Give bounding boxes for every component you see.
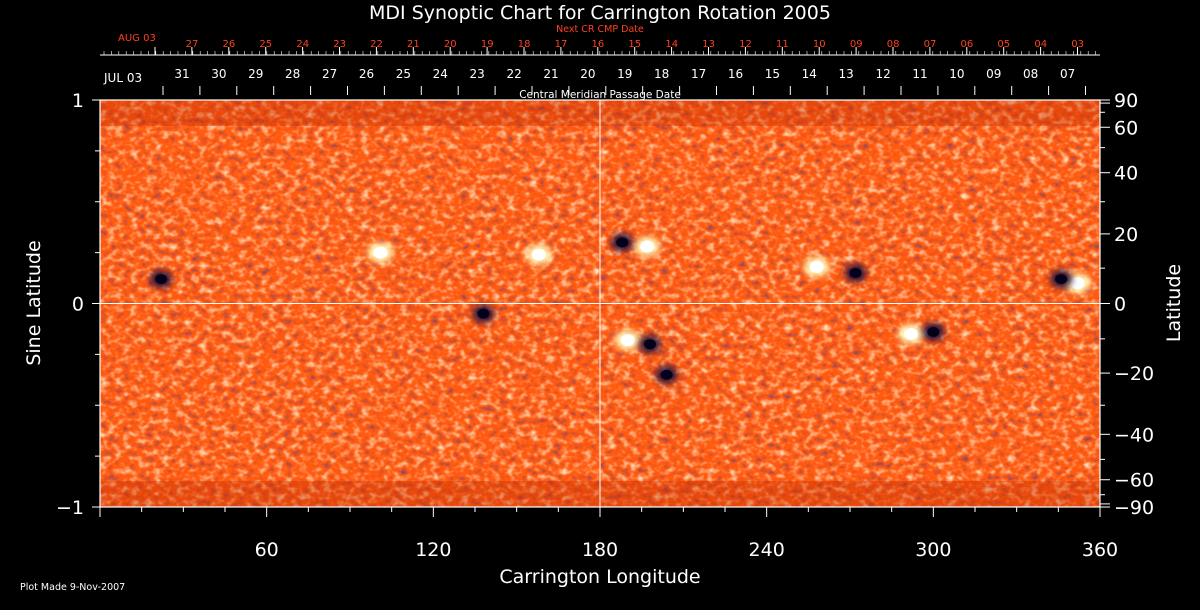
active-region-core (849, 267, 862, 278)
cmp-label: 21 (543, 67, 558, 81)
y-right-tick-label: 90 (1114, 90, 1138, 112)
cmp-label: 10 (949, 67, 964, 81)
cmp-label: 09 (986, 67, 1001, 81)
next-cr-label: 12 (739, 39, 752, 50)
y-right-tick-label: −20 (1114, 363, 1154, 385)
next-cr-label: 24 (296, 39, 309, 50)
cmp-label: 28 (285, 67, 300, 81)
cmp-label: 18 (654, 67, 669, 81)
next-cr-label: 14 (665, 39, 678, 50)
next-cr-label: 23 (333, 39, 346, 50)
next-cr-label: 15 (628, 39, 641, 50)
y-axis-label-left: Sine Latitude (23, 240, 45, 365)
active-region-core (1070, 277, 1085, 290)
next-cr-label: 13 (702, 39, 715, 50)
active-region-core (620, 334, 635, 347)
cmp-label: 20 (580, 67, 595, 81)
x-tick-label: 360 (1082, 539, 1118, 561)
active-region-core (640, 240, 655, 253)
next-cr-start-label: AUG 03 (118, 33, 156, 44)
next-cr-label: 18 (518, 39, 531, 50)
cmp-label: 19 (617, 67, 632, 81)
cmp-label: 14 (802, 67, 817, 81)
next-cr-label: 08 (887, 39, 900, 50)
next-cr-label: 09 (850, 39, 863, 50)
next-cr-label: 19 (481, 39, 494, 50)
cmp-label: 25 (396, 67, 411, 81)
next-cr-label: 25 (259, 39, 272, 50)
active-region-core (1055, 274, 1068, 285)
active-region-core (927, 326, 940, 337)
y-axis-right: 90 60 40 20 0 −20 −40 −60 −90 (1100, 90, 1154, 519)
cmp-label: 12 (875, 67, 890, 81)
cmp-label: 15 (765, 67, 780, 81)
active-region-core (809, 260, 824, 273)
cmp-label: 24 (433, 67, 448, 81)
next-cr-label: 10 (813, 39, 826, 50)
chart-title: MDI Synoptic Chart for Carrington Rotati… (369, 2, 831, 24)
cmp-label: 11 (912, 67, 927, 81)
next-cr-label: 26 (223, 39, 236, 50)
y-right-tick-label: −40 (1114, 424, 1154, 446)
next-cr-label: 16 (592, 39, 605, 50)
x-axis-label: Carrington Longitude (499, 566, 700, 588)
next-cr-label: 05 (997, 39, 1010, 50)
next-cr-label: 03 (1071, 39, 1084, 50)
next-cr-label: 22 (370, 39, 383, 50)
y-right-tick-label: −60 (1114, 470, 1154, 492)
active-region-core (644, 339, 656, 350)
next-cr-label: 17 (555, 39, 568, 50)
next-cr-label: 04 (1034, 39, 1047, 50)
cmp-label: 17 (691, 67, 706, 81)
next-cr-label: 07 (924, 39, 937, 50)
cmp-label: 16 (728, 67, 743, 81)
y-right-tick-label: 20 (1114, 224, 1138, 246)
cmp-label: 07 (1060, 67, 1075, 81)
cmp-label: 23 (470, 67, 485, 81)
cmp-label: 08 (1023, 67, 1038, 81)
x-axis-ticks: 60 120 180 240 300 360 (99, 507, 1118, 561)
y-right-tick-label: −90 (1114, 497, 1154, 519)
next-cr-label: 21 (407, 39, 420, 50)
next-cr-label: 27 (186, 39, 199, 50)
x-tick-label: 240 (749, 539, 785, 561)
x-tick-label: 120 (415, 539, 451, 561)
cmp-label: 30 (211, 67, 226, 81)
active-region-core (531, 248, 546, 261)
cmp-label: 26 (359, 67, 374, 81)
cmp-label: 27 (322, 67, 337, 81)
next-cr-label: 11 (776, 39, 789, 50)
y-left-tick-label: 1 (72, 90, 84, 112)
y-right-tick-label: 40 (1114, 163, 1138, 185)
x-tick-label: 180 (582, 539, 618, 561)
y-left-tick-label: −1 (56, 497, 84, 519)
y-axis-left: −1 0 1 (56, 90, 100, 519)
y-right-tick-label: 60 (1114, 117, 1138, 139)
top-axis-cmp: JUL 03 31 30 29 28 27 26 25 24 23 22 21 20 19 18 17 16 15… (103, 67, 1086, 101)
next-cr-label: 20 (444, 39, 457, 50)
next-cr-label: 06 (961, 39, 974, 50)
next-cr-title: Next CR CMP Date (556, 24, 644, 35)
cmp-start-label: JUL 03 (103, 71, 142, 85)
y-axis-label-right: Latitude (1163, 264, 1185, 342)
top-axis-next-cr: Next CR CMP Date AUG 03 27 26 25 24 23 22 21 20 19… (100, 24, 1100, 56)
cmp-label: 13 (839, 67, 854, 81)
cmp-label: 29 (248, 67, 263, 81)
active-region-core (373, 246, 388, 259)
cmp-label: 22 (506, 67, 521, 81)
active-region-core (904, 328, 919, 341)
x-tick-label: 60 (255, 539, 279, 561)
active-region-core (155, 274, 168, 285)
plot-made-footer: Plot Made 9-Nov-2007 (20, 582, 125, 593)
active-region-core (616, 237, 629, 248)
y-left-tick-label: 0 (72, 294, 84, 316)
y-right-tick-label: 0 (1114, 294, 1126, 316)
cmp-label: 31 (174, 67, 189, 81)
active-region-core (660, 369, 673, 380)
cmp-title: Central Meridian Passage Date (519, 89, 681, 101)
active-region-core (477, 308, 490, 319)
x-tick-label: 300 (915, 539, 951, 561)
